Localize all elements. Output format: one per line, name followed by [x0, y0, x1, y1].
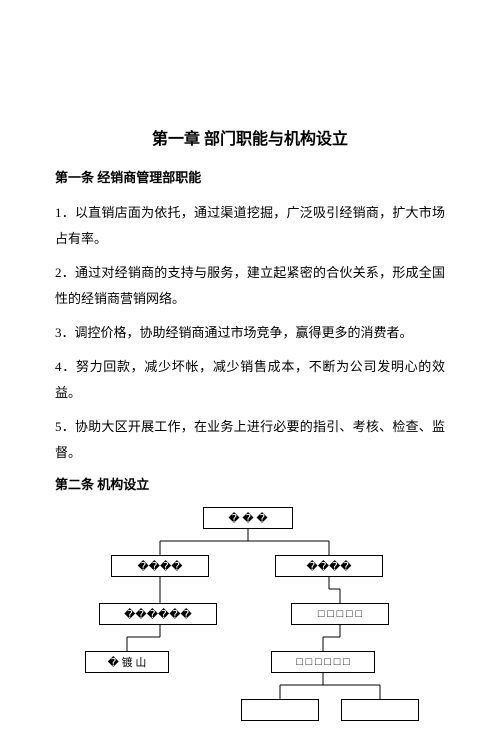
chapter-title: 第一章 部门职能与机构设立 — [55, 125, 445, 149]
org-node-l5b2 — [341, 699, 419, 721]
org-node-l3b: □ □ □ □ □ — [291, 603, 389, 625]
list-item-3: 3．调控价格，协助经销商通过市场竞争，赢得更多的消费者。 — [55, 320, 445, 346]
list-item-5: 5．协助大区开展工作，在业务上进行必要的指引、考核、检查、监督。 — [55, 414, 445, 466]
org-node-l2b: ���� — [275, 555, 383, 577]
list-item-4: 4．努力回款，减少坏帐，减少销售成本，不断为公司发明心的效益。 — [55, 354, 445, 406]
org-node-l2a: ���� — [111, 555, 209, 577]
org-chart: � � ���������������□ □ □ □ □� 镀 山□ □ □ □… — [55, 507, 445, 722]
org-node-root: � � � — [203, 507, 293, 529]
list-item-1: 1．以直销店面为依托，通过渠道挖掘，广泛吸引经销商，扩大市场占有率。 — [55, 200, 445, 252]
org-node-l5b1 — [241, 699, 319, 721]
document-page: 第一章 部门职能与机构设立 第一条 经销商管理部职能 1．以直销店面为依托，通过… — [0, 0, 500, 742]
org-node-l4a: � 镀 山 — [85, 651, 169, 673]
org-node-l3a: ������ — [99, 603, 217, 625]
list-item-2: 2．通过对经销商的支持与服务，建立起紧密的合伙关系，形成全国性的经销商营销网络。 — [55, 260, 445, 312]
section-1-title: 第一条 经销商管理部职能 — [55, 167, 445, 186]
org-node-l4b: □ □ □ □ □ □ — [271, 651, 375, 673]
section-2-title: 第二条 机构设立 — [55, 474, 445, 493]
